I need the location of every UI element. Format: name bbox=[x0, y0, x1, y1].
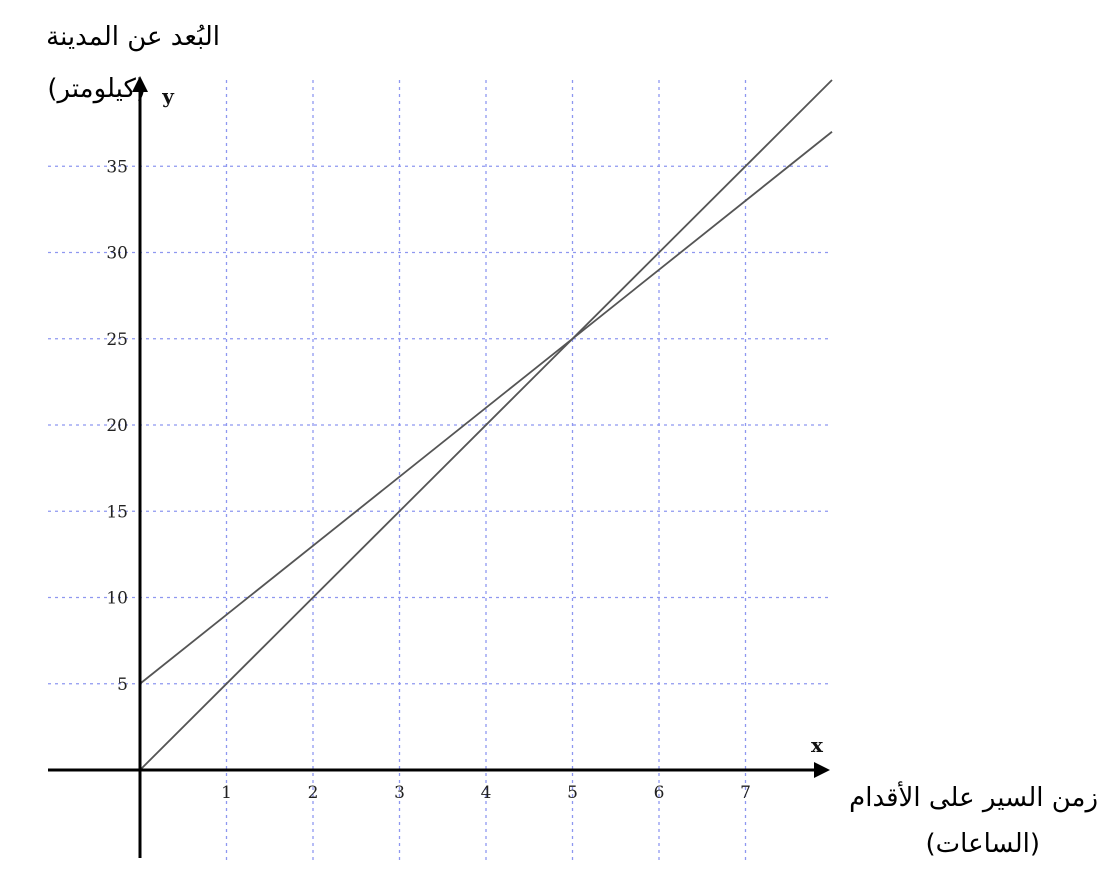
y-tick-label-25: 25 bbox=[106, 330, 128, 350]
x-tick-label-2: 2 bbox=[308, 783, 319, 803]
y-axis-title-line2: (كيلومتر) bbox=[47, 74, 146, 104]
y-axis-title-line1: البُعد عن المدينة bbox=[46, 22, 220, 52]
x-tick-label-6: 6 bbox=[654, 783, 665, 803]
y-axis-arrow-icon bbox=[132, 76, 148, 92]
series-line-2 bbox=[139, 131, 833, 685]
x-tick-label-4: 4 bbox=[481, 783, 492, 803]
y-tick-label-35: 35 bbox=[106, 157, 128, 177]
x-tick-label-5: 5 bbox=[567, 783, 578, 803]
x-axis-letter: x bbox=[811, 733, 824, 757]
tick-labels: 1 2 3 4 5 6 7 5 10 15 20 25 30 35 bbox=[106, 157, 751, 803]
y-tick-label-30: 30 bbox=[106, 244, 128, 264]
x-tick-label-1: 1 bbox=[221, 783, 232, 803]
x-tick-label-7: 7 bbox=[740, 783, 751, 803]
y-axis-letter: y bbox=[161, 84, 175, 108]
axes bbox=[48, 76, 830, 858]
grid bbox=[48, 80, 830, 860]
series-line-1 bbox=[139, 79, 833, 771]
x-axis-title-line2: (الساعات) bbox=[926, 829, 1040, 859]
y-tick-label-10: 10 bbox=[106, 589, 128, 609]
x-axis-arrow-icon bbox=[814, 762, 830, 778]
y-tick-label-5: 5 bbox=[117, 675, 128, 695]
x-axis-title-line1: زمن السير على الأقدام bbox=[849, 780, 1098, 813]
x-tick-label-3: 3 bbox=[394, 783, 405, 803]
y-tick-label-20: 20 bbox=[106, 416, 128, 436]
y-tick-label-15: 15 bbox=[106, 502, 128, 522]
series-lines bbox=[139, 79, 833, 771]
